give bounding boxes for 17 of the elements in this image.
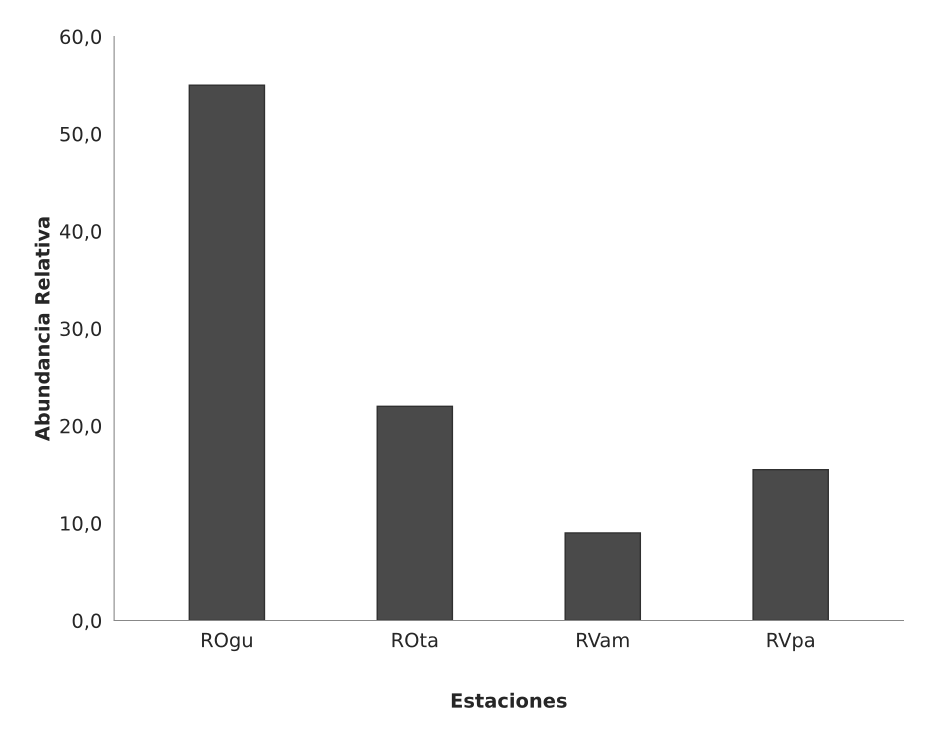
y-tick-label: 50,0: [60, 126, 102, 144]
bar: [564, 532, 642, 620]
x-tick-label: RVpa: [768, 632, 814, 652]
x-tick-label: ROta: [392, 632, 438, 648]
y-tick-label: 10,0: [61, 516, 102, 533]
bar: [188, 84, 266, 620]
y-tick-label: 40,0: [60, 224, 102, 241]
y-tick-label: 20,0: [60, 418, 102, 436]
y-tick-label: 60,0: [60, 29, 102, 46]
y-axis-title: Abundancia Relativa: [34, 217, 50, 442]
y-tick-label: 0,0: [72, 613, 102, 630]
x-axis-title: Estaciones: [452, 692, 567, 708]
x-tick-label: RVam: [577, 632, 629, 648]
bar: [376, 406, 454, 620]
y-tick-label: 30,0: [60, 321, 102, 338]
bar: [752, 468, 829, 620]
x-tick-label: ROgu: [202, 632, 252, 652]
